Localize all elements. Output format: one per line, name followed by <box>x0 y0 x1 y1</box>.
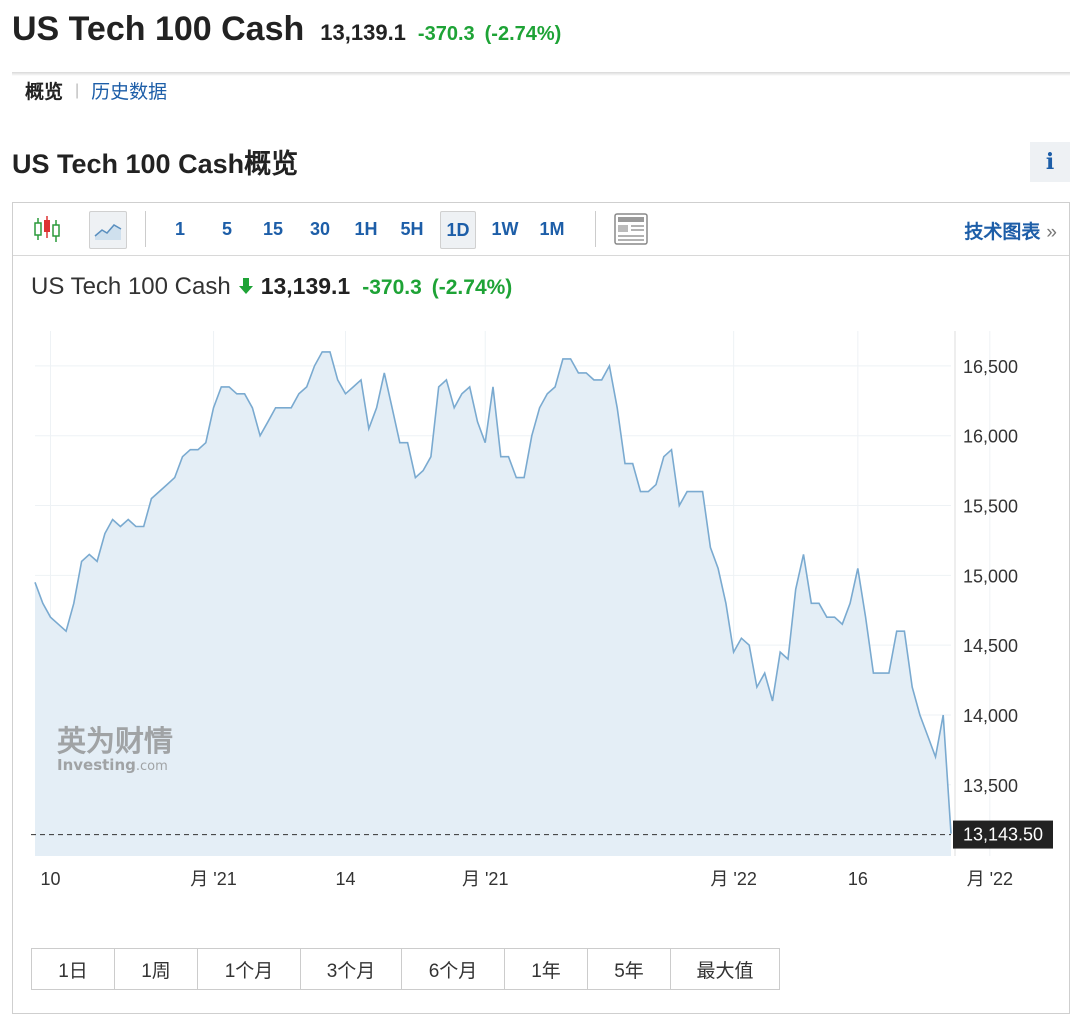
instrument-name: US Tech 100 Cash <box>12 10 305 48</box>
x-tick-label: 10 <box>41 869 61 889</box>
price-line <box>34 351 952 834</box>
chart-toolbar: 1 5 15 30 1H 5H 1D 1W 1M 技术图表» <box>13 203 1069 256</box>
y-tick-label: 15,500 <box>963 497 1018 517</box>
chart-container: 1 5 15 30 1H 5H 1D 1W 1M 技术图表» US Tech 1… <box>12 202 1070 1014</box>
y-tick-label: 16,000 <box>963 427 1018 447</box>
double-chevron-right-icon: » <box>1046 222 1057 243</box>
y-tick-label: 14,000 <box>963 706 1018 726</box>
last-price-text: 13,143.50 <box>963 825 1043 845</box>
technical-chart-label: 技术图表 <box>964 222 1041 243</box>
y-axis: 16,500 16,000 15,500 15,000 14,500 14,000 13,5… <box>963 357 1018 796</box>
price-area <box>35 351 951 856</box>
range-selector: 1日 1周 1个月 3个月 6个月 1年 5年 最大值 <box>31 948 780 990</box>
toolbar-divider <box>145 211 146 247</box>
interval-1d[interactable]: 1D <box>440 211 476 249</box>
instrument-price: 13,139.1 <box>320 20 406 45</box>
area-chart-icon[interactable] <box>89 211 127 249</box>
y-tick-label: 14,500 <box>963 636 1018 656</box>
interval-1w[interactable]: 1W <box>491 218 519 239</box>
section-title: US Tech 100 Cash概览 <box>12 149 299 179</box>
range-5y[interactable]: 5年 <box>588 949 671 989</box>
chart-price: 13,139.1 <box>260 273 351 299</box>
tab-overview[interactable]: 概览 <box>25 82 64 103</box>
svg-text:英为财情: 英为财情 <box>57 724 173 758</box>
range-max[interactable]: 最大值 <box>696 960 754 982</box>
chart-instrument-name: US Tech 100 Cash <box>31 273 231 300</box>
interval-1m[interactable]: 1M <box>539 218 565 239</box>
y-tick-label: 15,000 <box>963 566 1018 586</box>
header-divider <box>12 72 1070 76</box>
x-tick-label: 月 '22 <box>967 869 1013 889</box>
range-1w[interactable]: 1周 <box>115 949 198 989</box>
range-1d[interactable]: 1日 <box>32 949 115 989</box>
y-tick-label: 13,500 <box>963 776 1018 796</box>
sub-nav: 概览 | 历史数据 <box>25 77 167 104</box>
interval-5[interactable]: 5 <box>221 218 232 239</box>
x-tick-label: 月 '22 <box>710 869 756 889</box>
interval-1[interactable]: 1 <box>174 218 185 239</box>
nav-separator: | <box>75 81 80 99</box>
instrument-change: -370.3 <box>417 23 475 45</box>
instrument-change-pct: (-2.74%) <box>484 23 562 45</box>
range-1m[interactable]: 1个月 <box>198 949 301 989</box>
arrow-down-icon <box>238 277 253 300</box>
tab-historical-data[interactable]: 历史数据 <box>91 82 168 103</box>
instrument-header: US Tech 100 Cash 13,139.1 -370.3 (-2.74%… <box>12 10 571 49</box>
interval-30[interactable]: 30 <box>309 218 331 239</box>
range-1y[interactable]: 1年 <box>505 949 588 989</box>
x-tick-label: 14 <box>335 869 355 889</box>
technical-chart-link[interactable]: 技术图表» <box>964 217 1057 244</box>
chart-change: -370.3 <box>362 276 422 299</box>
interval-15[interactable]: 15 <box>262 218 284 239</box>
chart-quote: US Tech 100 Cash 13,139.1 -370.3 (-2.74%… <box>31 273 522 301</box>
news-layout-icon[interactable] <box>613 211 649 247</box>
last-price-label: 13,143.50 <box>953 820 1053 849</box>
toolbar-divider <box>595 211 596 247</box>
svg-text:Investing.com: Investing.com <box>57 756 168 774</box>
interval-5h[interactable]: 5H <box>400 218 424 239</box>
chart-change-pct: (-2.74%) <box>431 276 513 299</box>
range-6m[interactable]: 6个月 <box>402 949 505 989</box>
candlestick-icon[interactable] <box>27 211 67 247</box>
x-tick-label: 月 '21 <box>462 869 508 889</box>
x-tick-label: 16 <box>848 869 868 889</box>
x-tick-label: 月 '21 <box>190 869 236 889</box>
y-tick-label: 16,500 <box>963 357 1018 377</box>
range-3m[interactable]: 3个月 <box>301 949 402 989</box>
info-icon[interactable]: i <box>1030 142 1070 182</box>
price-chart[interactable]: 英为财情 Investing.com 13,143.50 16,500 16,00… <box>13 203 1069 943</box>
interval-1h[interactable]: 1H <box>354 218 378 239</box>
investing-watermark: 英为财情 Investing.com <box>57 724 173 774</box>
